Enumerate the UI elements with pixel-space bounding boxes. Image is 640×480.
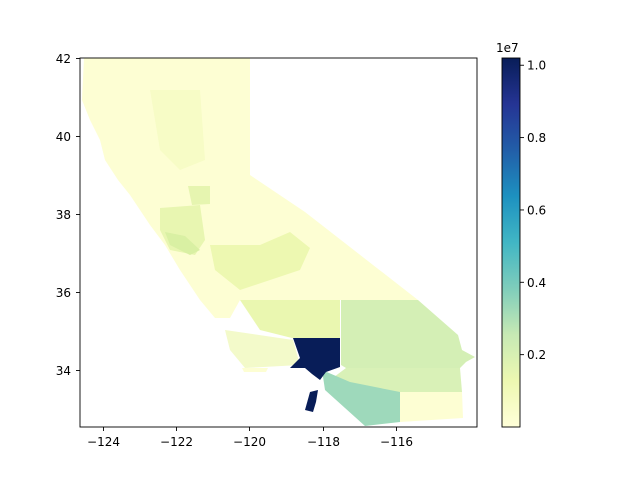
region-sacramento-valley — [150, 90, 205, 170]
colorbar-tick-label: 0.6 — [527, 203, 546, 217]
region-imperial — [400, 392, 463, 422]
y-tick-label: 42 — [56, 52, 71, 66]
region-santa-barbara — [225, 330, 300, 368]
x-tick-label: −124 — [87, 435, 120, 449]
region-los-angeles-islands — [305, 390, 318, 412]
region-los-angeles — [290, 338, 340, 380]
colorbar-tick-label: 0.8 — [527, 131, 546, 145]
colorbar-ticks: 0.2 0.4 0.6 0.8 1.0 — [520, 59, 546, 362]
x-tick-label: −122 — [160, 435, 193, 449]
region-kern — [240, 300, 340, 340]
colorbar-gradient — [501, 57, 521, 428]
colorbar-tick-label: 0.2 — [527, 348, 546, 362]
region-central-valley — [210, 232, 310, 290]
x-tick-label: −118 — [307, 435, 340, 449]
y-tick-label: 38 — [56, 208, 71, 222]
y-axis: 34 36 38 40 42 — [56, 52, 80, 378]
colorbar: 1e7 0.2 0.4 0.6 0.8 1.0 — [496, 41, 546, 428]
colorbar-offset-label: 1e7 — [496, 41, 519, 55]
axes-frame — [79, 57, 478, 428]
region-islands — [242, 368, 268, 372]
x-axis: −124 −122 −120 −118 −116 — [87, 427, 413, 449]
x-tick-label: −116 — [380, 435, 413, 449]
region-orange — [322, 370, 400, 426]
y-tick-label: 34 — [56, 364, 71, 378]
map-area — [82, 58, 475, 426]
y-tick-label: 36 — [56, 286, 71, 300]
y-tick-label: 40 — [56, 130, 71, 144]
region-placer — [188, 186, 210, 205]
region-bay-south — [165, 232, 200, 255]
colorbar-tick-label: 0.4 — [527, 276, 546, 290]
region-san-bernardino — [341, 300, 475, 368]
x-tick-label: −120 — [233, 435, 266, 449]
colorbar-tick-label: 1.0 — [527, 59, 546, 73]
